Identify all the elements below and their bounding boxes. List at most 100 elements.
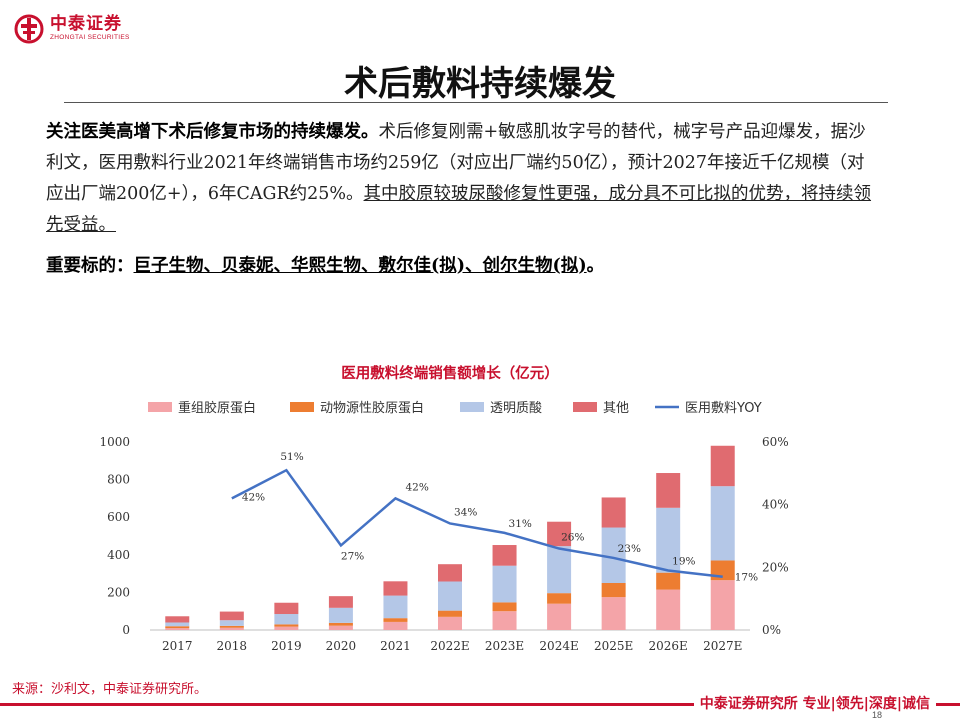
y-right-tick-label: 20% <box>762 560 789 574</box>
page-number: 18 <box>871 710 882 720</box>
bar-segment-2 <box>601 583 626 598</box>
source-note: 来源：沙利文，中泰证券研究所。 <box>12 682 208 697</box>
bar-segment-1 <box>601 597 626 630</box>
bar-segment-4 <box>328 596 353 608</box>
bar-segment-4 <box>547 521 572 547</box>
zhongtai-logo-icon <box>14 14 44 44</box>
y-right-tick-label: 0% <box>762 623 781 637</box>
x-tick-label: 2026E <box>649 639 688 653</box>
bar-segment-4 <box>656 473 681 508</box>
bar-segment-1 <box>547 603 572 630</box>
x-tick-label: 2024E <box>539 639 578 653</box>
page-title: 术后敷料持续爆发 <box>344 64 616 104</box>
bar-segment-3 <box>274 614 299 625</box>
legend-swatch-3 <box>460 402 484 412</box>
bar-segment-2 <box>547 593 572 604</box>
x-tick-label: 2018 <box>217 639 248 653</box>
yoy-data-label: 34% <box>454 506 477 518</box>
bar-segment-2 <box>165 626 190 629</box>
bar-segment-1 <box>165 628 190 630</box>
summary-lead: 关注医美高增下术后修复市场的持续爆发。 <box>46 122 379 142</box>
chart-legend: 重组胶原蛋白 动物源性胶原蛋白 透明质酸 其他 医用敷料YOY <box>148 400 762 416</box>
logo-cn-text: 中泰证券 <box>50 14 122 35</box>
y-left-tick-label: 0 <box>122 623 130 637</box>
bar-segment-4 <box>383 581 408 596</box>
footer-rule <box>0 703 960 706</box>
bar-segment-1 <box>656 589 681 630</box>
bar-segment-3 <box>383 595 408 619</box>
legend-swatch-2 <box>290 402 314 412</box>
y-left-tick-label: 400 <box>107 548 130 562</box>
summary-paragraph: 关注医美高增下术后修复市场的持续爆发。术后修复刚需+敏感肌妆字号的替代，械字号产… <box>46 117 876 241</box>
legend-label-4: 其他 <box>603 401 629 416</box>
yoy-data-label: 31% <box>509 518 532 530</box>
y-left-tick-label: 200 <box>107 585 130 599</box>
yoy-data-label: 26% <box>561 532 584 544</box>
summary-underlined: 其中胶原较玻尿酸修复性更强，成分具不可比拟的优势，将持续领先受益。 <box>46 184 872 235</box>
company-logo: 中泰证券 ZHONGTAI SECURITIES <box>14 14 130 44</box>
x-tick-label: 2025E <box>594 639 633 653</box>
x-tick-label: 2022E <box>430 639 469 653</box>
yoy-line: 42% 51% 27% 42% 34% 31% 26% 23% 19% 17% <box>231 451 758 584</box>
bar-segment-3 <box>438 581 462 611</box>
bar-segment-3 <box>656 507 681 573</box>
bar-segment-1 <box>274 626 299 630</box>
bar-segment-2 <box>383 618 408 622</box>
targets-list: 巨子生物、贝泰妮、华熙生物、敷尔佳(拟)、创尔生物(拟) <box>133 256 587 276</box>
x-tick-label: 2021 <box>380 639 411 653</box>
bar-segment-3 <box>165 622 190 627</box>
targets-label: 重要标的： <box>46 256 134 276</box>
yoy-data-label: 19% <box>672 555 695 567</box>
y-right-tick-label: 40% <box>762 498 789 512</box>
bar-segment-2 <box>710 560 735 581</box>
y-left-tick-label: 1000 <box>99 435 130 449</box>
bar-segment-3 <box>601 527 626 583</box>
bar-segment-2 <box>492 602 517 612</box>
x-tick-label: 2027E <box>703 639 742 653</box>
bar-segment-3 <box>219 620 244 626</box>
bar-segment-3 <box>710 486 735 561</box>
yoy-polyline <box>231 468 723 578</box>
yoy-data-label: 23% <box>618 543 641 555</box>
bar-segment-1 <box>383 621 408 630</box>
bar-segment-1 <box>219 627 244 630</box>
bar-segment-3 <box>328 607 353 623</box>
dressing-sales-chart: 重组胶原蛋白 动物源性胶原蛋白 透明质酸 其他 医用敷料YOY 0 200 400 600 80… <box>99 400 789 653</box>
bar-segment-1 <box>492 611 517 630</box>
legend-label-3: 透明质酸 <box>490 401 542 416</box>
legend-label-1: 重组胶原蛋白 <box>178 400 256 416</box>
bar-segment-3 <box>492 565 517 603</box>
key-targets: 重要标的：巨子生物、贝泰妮、华熙生物、敷尔佳(拟)、创尔生物(拟)。 <box>46 252 604 277</box>
bar-segment-2 <box>274 624 299 627</box>
x-tick-label: 2020 <box>326 639 357 653</box>
yoy-data-label: 51% <box>280 451 303 463</box>
y-left-tick-label: 600 <box>107 510 130 524</box>
bar-segment-2 <box>328 622 353 626</box>
chart-title: 医用敷料终端销售额增长（亿元） <box>341 366 559 382</box>
legend-label-2: 动物源性胶原蛋白 <box>320 400 424 416</box>
bar-segment-4 <box>601 497 626 528</box>
targets-end: 。 <box>586 256 605 276</box>
legend-swatch-4 <box>573 402 597 412</box>
x-tick-label: 2017 <box>162 639 193 653</box>
logo-en-text: ZHONGTAI SECURITIES <box>50 34 130 42</box>
yoy-data-label: 17% <box>735 572 758 584</box>
x-tick-label: 2023E <box>485 639 524 653</box>
yoy-data-label: 27% <box>341 550 364 562</box>
y-left-tick-label: 800 <box>107 473 130 487</box>
bar-segment-4 <box>165 616 190 623</box>
bar-segment-2 <box>219 625 244 628</box>
yoy-data-label: 42% <box>242 491 265 503</box>
yoy-data-label: 42% <box>405 481 428 493</box>
bar-segment-2 <box>438 610 462 617</box>
legend-label-yoy: 医用敷料YOY <box>685 401 762 416</box>
y-right-tick-label: 60% <box>762 435 789 449</box>
x-tick-label: 2019 <box>271 639 302 653</box>
legend-swatch-1 <box>148 402 172 412</box>
bar-segment-4 <box>438 564 462 582</box>
summary-text: 术后修复刚需+敏感肌妆字号的替代，械字号产品迎爆发，据沙利文，医用敷料行业202… <box>46 122 866 204</box>
bar-segment-1 <box>438 616 462 630</box>
bar-segment-4 <box>492 545 517 566</box>
bar-segment-1 <box>710 580 735 630</box>
bar-segment-2 <box>656 572 681 590</box>
